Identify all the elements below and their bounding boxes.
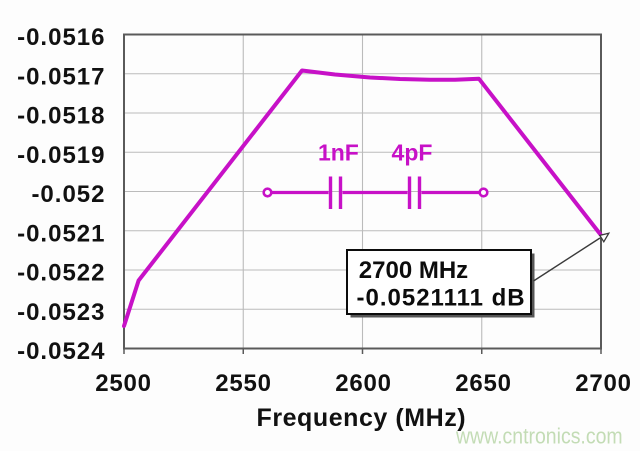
svg-text:2650: 2650 (455, 370, 512, 397)
svg-text:www.cntronics.com: www.cntronics.com (455, 424, 623, 449)
svg-text:-0.0521111 dB: -0.0521111 dB (357, 285, 526, 312)
svg-text:-0.0516: -0.0516 (17, 24, 105, 51)
svg-text:-0.0523: -0.0523 (17, 299, 105, 326)
svg-text:2700 MHz: 2700 MHz (359, 257, 468, 284)
svg-text:Frequency (MHz): Frequency (MHz) (257, 404, 467, 432)
svg-text:-0.0519: -0.0519 (17, 142, 105, 169)
svg-text:-0.0521: -0.0521 (17, 220, 105, 247)
svg-text:2600: 2600 (335, 370, 392, 397)
svg-text:2700: 2700 (575, 370, 632, 397)
svg-text:-0.0522: -0.0522 (17, 260, 105, 287)
svg-text:-0.0518: -0.0518 (17, 103, 105, 130)
svg-text:-0.0517: -0.0517 (17, 63, 105, 90)
svg-text:2500: 2500 (95, 370, 152, 397)
svg-text:1nF: 1nF (318, 140, 359, 166)
svg-text:-0.052: -0.052 (31, 181, 105, 208)
svg-text:4pF: 4pF (392, 140, 433, 166)
svg-text:2550: 2550 (215, 370, 272, 397)
svg-text:-0.0524: -0.0524 (17, 338, 105, 365)
